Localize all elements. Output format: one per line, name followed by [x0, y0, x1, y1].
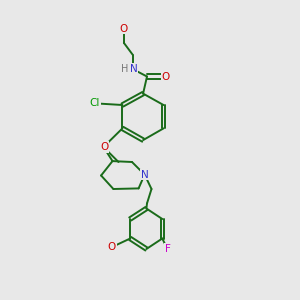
- Text: H: H: [122, 64, 129, 74]
- Text: N: N: [130, 64, 137, 74]
- Text: Cl: Cl: [89, 98, 100, 109]
- Text: O: O: [120, 23, 128, 34]
- Text: N: N: [141, 169, 148, 180]
- Text: O: O: [162, 71, 170, 82]
- Text: O: O: [107, 242, 116, 253]
- Text: F: F: [165, 244, 171, 254]
- Text: O: O: [100, 142, 108, 152]
